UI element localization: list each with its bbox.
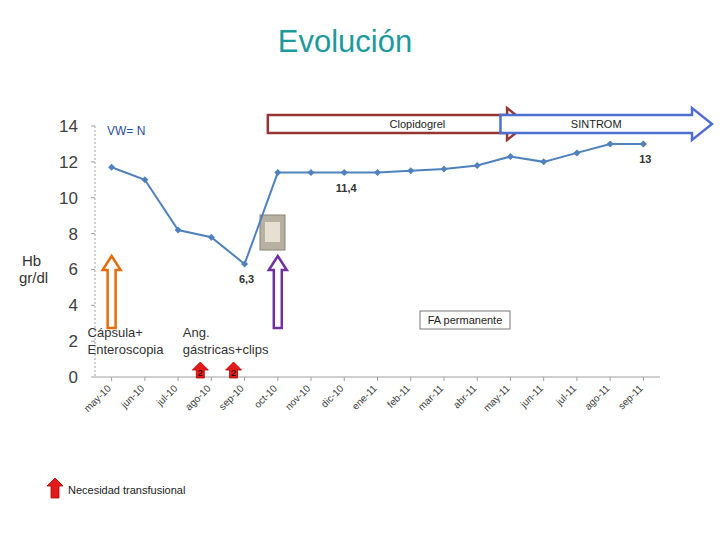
y-tick [91, 377, 95, 378]
y-tick-label: 4 [69, 296, 78, 315]
y-axis-label-line: gr/dl [19, 269, 48, 286]
x-tick-label: abr-11 [451, 382, 479, 410]
series-group [108, 140, 647, 267]
x-tick [477, 377, 478, 381]
y-tick-label: 8 [69, 225, 78, 244]
y-axis-label: Hbgr/dl [19, 252, 48, 286]
y-tick-label: 12 [59, 153, 78, 172]
x-tick [277, 377, 278, 381]
data-point [540, 158, 547, 165]
data-point [241, 261, 248, 268]
x-tick-label: jun-11 [517, 382, 545, 410]
x-tick [377, 377, 378, 381]
procedure-label: gástricas+clips [183, 342, 269, 357]
x-tick-label: may-11 [481, 382, 512, 413]
x-tick [144, 377, 145, 381]
data-point [407, 167, 414, 174]
annotation: 6,3 [239, 273, 254, 285]
x-tick-label: dic-10 [319, 382, 346, 409]
x-tick [344, 377, 345, 381]
data-point [440, 166, 447, 173]
annotation: 11,4 [336, 182, 358, 194]
x-tick-label: mar-11 [416, 382, 446, 412]
y-tick-label: 10 [59, 189, 78, 208]
x-tick [643, 377, 644, 381]
data-point [175, 226, 182, 233]
x-tick-label: oct-10 [252, 382, 280, 410]
data-point [274, 169, 281, 176]
y-tick [91, 269, 95, 270]
transfusion-arrow [192, 362, 208, 378]
x-tick-label: ago-10 [183, 382, 213, 412]
y-tick [91, 197, 95, 198]
x-tick [543, 377, 544, 381]
image-thumbnail [265, 222, 280, 242]
data-point [341, 169, 348, 176]
x-tick-label: sep-11 [616, 382, 645, 411]
procedure-arrow [269, 256, 287, 328]
period-label: Clopidogrel [390, 118, 446, 130]
data-point [374, 169, 381, 176]
y-tick [91, 305, 95, 306]
x-tick-label: jul-10 [154, 382, 180, 408]
annotation: 13 [639, 153, 651, 165]
x-tick [311, 377, 312, 381]
x-tick [510, 377, 511, 381]
title: Evolución [278, 24, 412, 59]
x-tick-label: ago-11 [582, 382, 612, 412]
x-tick [410, 377, 411, 381]
data-point [108, 164, 115, 171]
procedure-label: Ang. [183, 325, 210, 340]
period-arrow [500, 108, 712, 140]
period-arrow [268, 108, 527, 140]
data-point [208, 234, 215, 241]
procedure-label: Enteroscopia [88, 342, 165, 357]
data-point [640, 140, 647, 147]
x-tick [211, 377, 212, 381]
image-thumbnail [260, 215, 285, 250]
x-tick [576, 377, 577, 381]
x-tick-label: jul-11 [553, 382, 579, 408]
legend-label: Necesidad transfusional [68, 484, 185, 496]
note: VW= N [107, 124, 145, 138]
transfusion-units: 2 [198, 368, 203, 378]
transfusion-arrow [226, 362, 242, 378]
y-tick-label: 14 [59, 117, 78, 136]
note: FA permanente [428, 314, 503, 326]
period-label: SINTROM [571, 118, 622, 130]
y-tick-label: 0 [69, 368, 78, 387]
procedure-label: Cápsula+ [88, 325, 143, 340]
transfusion-units: 2 [231, 368, 236, 378]
data-point [474, 162, 481, 169]
data-point [507, 153, 514, 160]
y-tick-label: 6 [69, 260, 78, 279]
x-tick [610, 377, 611, 381]
series-line [112, 144, 644, 264]
data-point [573, 149, 580, 156]
y-tick [91, 161, 95, 162]
x-tick [178, 377, 179, 381]
x-tick [111, 377, 112, 381]
x-tick-label: feb-11 [385, 382, 413, 410]
x-tick-label: may-10 [82, 382, 114, 414]
chart: Evolución Hbgr/dl 0 2 4 6 8 10 12 14 may-10jun-10 j… [0, 0, 720, 540]
data-point [607, 140, 614, 147]
y-tick [91, 126, 95, 127]
y-tick-label: 2 [69, 332, 78, 351]
y-tick [91, 233, 95, 234]
x-tick [443, 377, 444, 381]
x-tick-label: jun-10 [118, 382, 146, 410]
note-box [420, 311, 510, 329]
procedure-arrow [103, 256, 121, 328]
x-tick-label: sep-10 [217, 382, 247, 412]
legend-arrow [47, 478, 63, 498]
data-point [141, 176, 148, 183]
y-axis-label-line: Hb [22, 252, 41, 269]
x-tick [244, 377, 245, 381]
x-tick-label: ene-11 [350, 382, 380, 412]
x-tick-label: nov-10 [283, 382, 313, 412]
data-point [308, 169, 315, 176]
